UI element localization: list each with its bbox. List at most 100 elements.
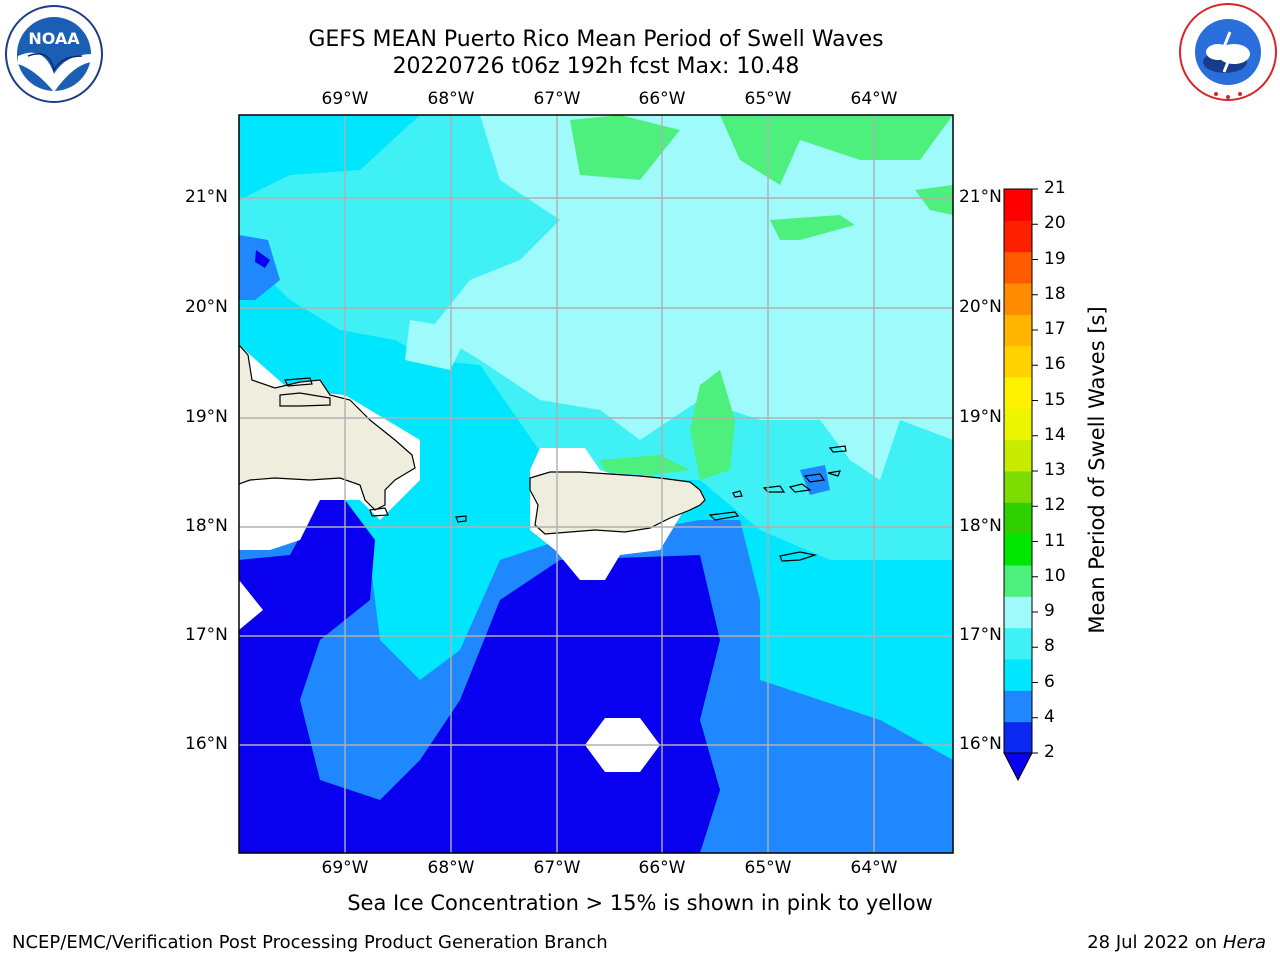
colorbar-tick-label: 17	[1044, 319, 1066, 339]
land-hispaniola-islet	[369, 507, 389, 517]
colorbar-tick-label: 21	[1044, 178, 1066, 198]
footer-host: Hera	[1222, 932, 1266, 953]
land-hispaniola-peninsula	[279, 392, 331, 407]
lat-label-left-16n: 16°N	[185, 734, 228, 754]
lon-label-bottom-64w: 64°W	[850, 858, 898, 878]
land-vieques	[708, 511, 740, 521]
lat-label-right-21n: 21°N	[959, 187, 1002, 207]
swell-band-9-10-north	[570, 115, 680, 180]
lat-label-left-18n: 18°N	[185, 516, 228, 536]
lon-label-top-64w: 64°W	[850, 89, 898, 109]
graticule	[239, 115, 953, 853]
swell-band-9-10-pr	[600, 455, 690, 475]
lat-label-right-17n: 17°N	[959, 625, 1002, 645]
lat-label-left-20n: 20°N	[185, 297, 228, 317]
lat-label-right-16n: 16°N	[959, 734, 1002, 754]
colorbar-segment	[1004, 439, 1032, 472]
colorbar-segment	[1004, 565, 1032, 597]
swell-band-9-10-center	[690, 370, 735, 480]
colorbar-segment	[1004, 502, 1032, 535]
land-st-john	[788, 483, 812, 493]
lat-label-left-21n: 21°N	[185, 187, 228, 207]
colorbar-tick-label: 8	[1044, 636, 1055, 657]
colorbar-segment	[1004, 721, 1032, 754]
colorbar-tick-label: 18	[1044, 283, 1066, 304]
swell-band-8-9-patch	[405, 320, 470, 370]
lon-label-top-69w: 69°W	[321, 89, 369, 109]
colorbar-tick-label: 16	[1044, 354, 1066, 375]
swell-band-9-10-ne	[720, 115, 953, 185]
colorbar	[1003, 188, 1038, 782]
lon-label-bottom-67w: 67°W	[533, 858, 581, 878]
footer-credit: NCEP/EMC/Verification Post Processing Pr…	[12, 932, 608, 953]
map-title-line1: GEFS MEAN Puerto Rico Mean Period of Swe…	[308, 27, 884, 52]
lon-label-bottom-65w: 65°W	[744, 858, 792, 878]
lon-label-top-65w: 65°W	[744, 89, 792, 109]
land-anegada	[827, 470, 841, 477]
land-st-thomas	[762, 485, 786, 493]
lat-label-right-18n: 18°N	[959, 516, 1002, 536]
colorbar-segment	[1004, 533, 1032, 566]
map-title-line2: 20220726 t06z 192h fcst Max: 10.48	[392, 54, 800, 79]
colorbar-segment	[1004, 189, 1032, 221]
lon-label-bottom-66w: 66°W	[638, 858, 686, 878]
land-tortola	[803, 473, 826, 483]
colorbar-segment	[1004, 659, 1032, 691]
noaa-logo: NOAA	[4, 4, 104, 104]
land-tortuga	[284, 377, 313, 387]
land-culebra	[732, 490, 743, 498]
lon-label-bottom-69w: 69°W	[321, 858, 369, 878]
footer-date: 28 Jul 2022 on Hera	[1087, 932, 1266, 953]
lat-label-right-20n: 20°N	[959, 297, 1002, 317]
land-sombrero	[828, 445, 847, 453]
lat-label-left-17n: 17°N	[185, 625, 228, 645]
nws-logo	[1178, 2, 1278, 102]
colorbar-segment	[1004, 314, 1032, 347]
land-st-croix	[779, 551, 818, 562]
lat-label-right-19n: 19°N	[959, 407, 1002, 427]
colorbar-underflow-triangle	[1003, 752, 1033, 782]
colorbar-segment	[1004, 345, 1032, 378]
lat-label-left-19n: 19°N	[185, 407, 228, 427]
colorbar-tick-label: 9	[1044, 601, 1055, 621]
colorbar-tick-label: 14	[1044, 424, 1066, 445]
swell-band-9-10-e	[770, 215, 855, 240]
colorbar-tick-label: 13	[1044, 460, 1066, 480]
colorbar-segment	[1004, 690, 1032, 723]
lon-label-top-66w: 66°W	[638, 89, 686, 109]
lon-label-top-68w: 68°W	[427, 89, 475, 109]
lon-label-top-67w: 67°W	[533, 89, 581, 109]
swell-band-under-2-nw	[255, 250, 270, 268]
colorbar-tick-label: 19	[1044, 248, 1066, 269]
swell-band-8-9	[430, 115, 953, 480]
swell-band-4-6-north	[239, 115, 420, 200]
swell-band-9-10-corner	[915, 185, 953, 215]
land-hispaniola	[239, 344, 416, 511]
lon-label-bottom-68w: 68°W	[427, 858, 475, 878]
colorbar-tick-label: 12	[1044, 495, 1066, 516]
land-puerto-rico	[529, 471, 706, 535]
noaa-logo-text: NOAA	[28, 29, 80, 48]
colorbar-segment	[1004, 596, 1032, 629]
colorbar-segment	[1004, 220, 1032, 253]
colorbar-tick-label: 2	[1044, 742, 1055, 762]
missing-data-edge	[239, 580, 263, 630]
colorbar-tick-label: 15	[1044, 389, 1066, 410]
colorbar-segment	[1004, 471, 1032, 503]
sea-ice-note: Sea Ice Concentration > 15% is shown in …	[347, 891, 933, 915]
colorbar-tick-label: 10	[1044, 565, 1066, 586]
colorbar-tick-label: 11	[1044, 530, 1066, 551]
colorbar-tick-label: 20	[1044, 213, 1066, 234]
colorbar-segment	[1004, 408, 1032, 441]
colorbar-title: Mean Period of Swell Waves [s]	[1085, 306, 1109, 634]
colorbar-segment	[1004, 251, 1032, 284]
colorbar-tick-label: 4	[1044, 706, 1055, 727]
colorbar-segment	[1004, 283, 1032, 315]
swell-band-2-4-nw	[239, 235, 280, 300]
colorbar-tick-label: 6	[1044, 671, 1055, 692]
colorbar-segment	[1004, 377, 1032, 409]
colorbar-segment	[1004, 627, 1032, 660]
footer-date-text: 28 Jul 2022 on	[1087, 932, 1223, 953]
map-frame	[238, 114, 954, 854]
